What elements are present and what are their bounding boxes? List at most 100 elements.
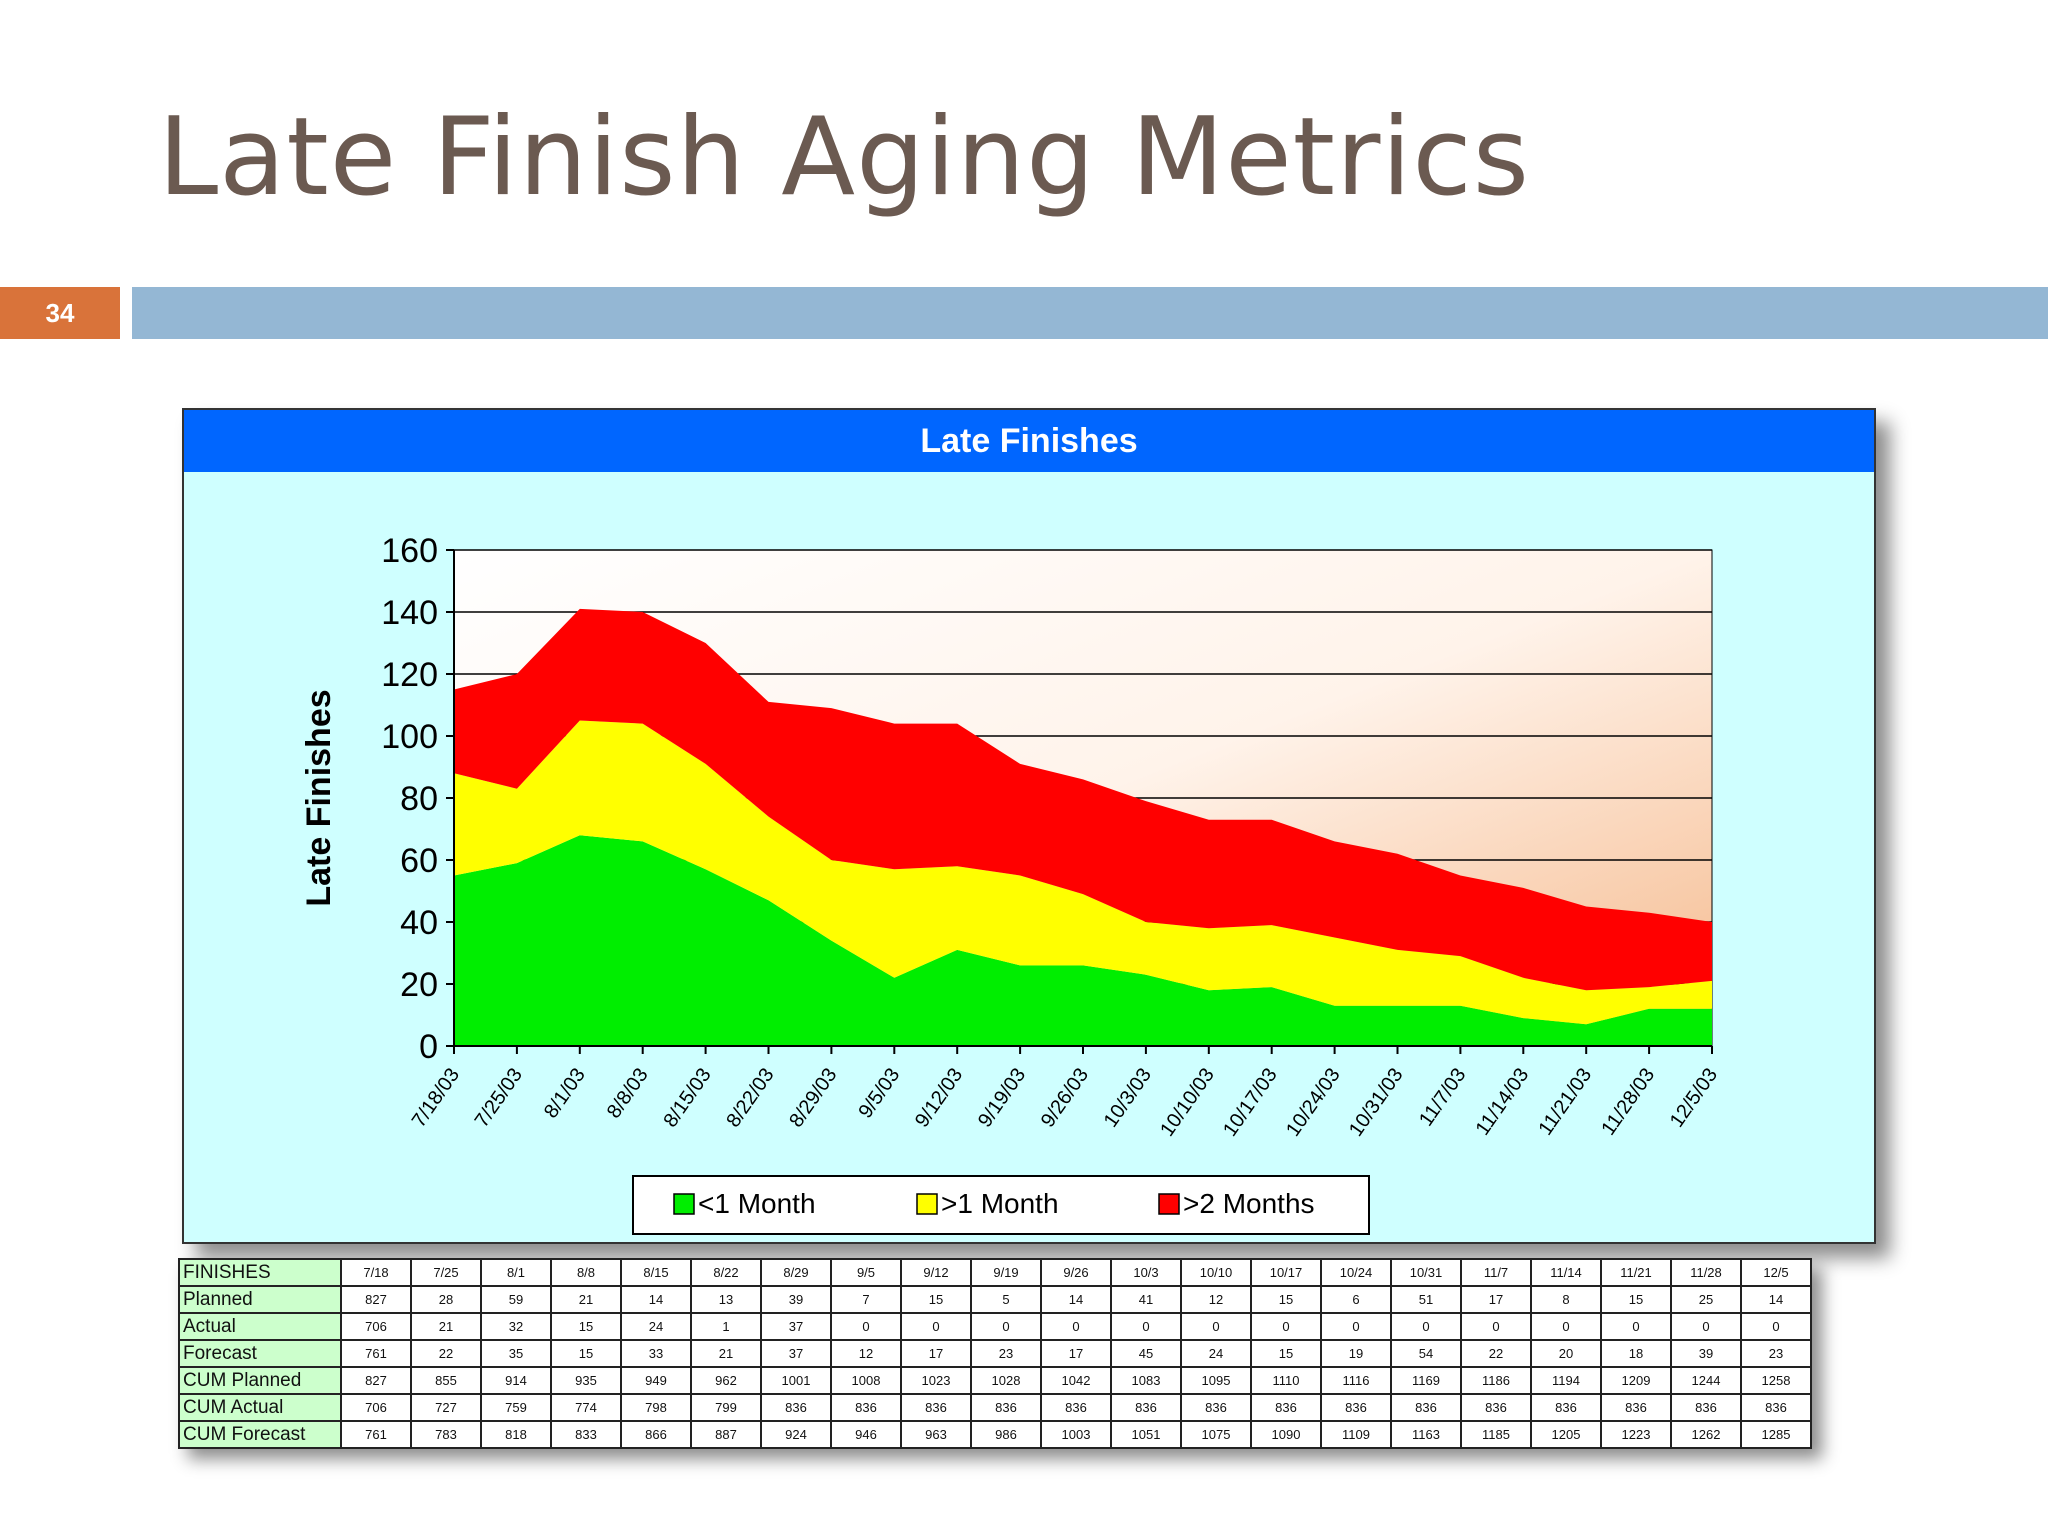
table-cell: 24 [620,1312,692,1341]
legend-label: >1 Month [941,1188,1059,1219]
table-cell: 7 [830,1285,902,1314]
table-cell: 22 [1460,1339,1532,1368]
table-row: CUM Forecast 761 783 818 833 866 887 924 946 963 9… [178,1420,1812,1449]
table-cell: 35 [480,1339,552,1368]
table-cell: 32 [480,1312,552,1341]
table-cell: 1110 [1250,1366,1322,1395]
table-column-header: 10/24 [1320,1258,1392,1287]
table-cell: 0 [1460,1312,1532,1341]
table-cell: 12 [1180,1285,1252,1314]
table-cell: 51 [1390,1285,1462,1314]
table-column-header: 7/18 [340,1258,412,1287]
table-cell: 727 [410,1393,482,1422]
legend-box [632,1175,1370,1235]
legend-label: >2 Months [1183,1188,1315,1219]
x-tick-label: 10/10/03 [1156,1064,1219,1140]
table-cell: 1244 [1670,1366,1742,1395]
table-row: Actual 706 21 32 15 24 1 37 0 0 0 0 0 0 0 0 0 0 0 0 0 0 [178,1312,1812,1341]
chart-panel: Late Finishes 0 20 40 60 80 100 120 140 160 7/18/… [182,408,1876,1244]
table-cell: 0 [830,1312,902,1341]
table-cell: 37 [760,1339,832,1368]
table-cell: 17 [1040,1339,1112,1368]
table-cell: 1205 [1530,1420,1602,1449]
table-cell: 0 [1040,1312,1112,1341]
table-cell: 25 [1670,1285,1742,1314]
y-tick-label: 0 [419,1028,438,1066]
x-tick-label: 8/22/03 [722,1064,778,1131]
finishes-data-table: FINISHES 7/18 7/25 8/1 8/8 8/15 8/22 8/29 9/5 9/1… [178,1258,1812,1449]
table-row-label: Planned [178,1285,342,1314]
late-finishes-chart: 0 20 40 60 80 100 120 140 160 7/18/03 7/25/03 8/1/0… [300,532,1722,1235]
table-cell: 15 [550,1339,622,1368]
table-cell: 17 [1460,1285,1532,1314]
table-cell: 0 [900,1312,972,1341]
table-cell: 21 [410,1312,482,1341]
table-cell: 836 [970,1393,1042,1422]
table-column-header: 8/8 [550,1258,622,1287]
table-row: Planned 827 28 59 21 14 13 39 7 15 5 14 41 12 15 6 51 17 8… [178,1285,1812,1314]
table-cell: 1001 [760,1366,832,1395]
table-cell: 0 [1390,1312,1462,1341]
table-cell: 1185 [1460,1420,1532,1449]
y-tick-label: 140 [381,594,438,632]
table-cell: 15 [1250,1285,1322,1314]
table-cell: 836 [760,1393,832,1422]
table-cell: 5 [970,1285,1042,1314]
table-cell: 0 [1320,1312,1392,1341]
table-column-header: 11/28 [1670,1258,1742,1287]
table-row-label: CUM Forecast [178,1420,342,1449]
x-tick-label: 9/19/03 [974,1064,1030,1131]
table-cell: 914 [480,1366,552,1395]
slide-number: 34 [0,287,120,339]
x-tick-label: 11/14/03 [1472,1064,1534,1139]
table-cell: 37 [760,1312,832,1341]
y-tick-label: 20 [400,966,438,1004]
y-tick-label: 60 [400,842,438,880]
slide-title: Late Finish Aging Metrics [158,95,1531,220]
table-cell: 1095 [1180,1366,1252,1395]
table-cell: 0 [1600,1312,1672,1341]
table-cell: 39 [760,1285,832,1314]
table-cell: 15 [1250,1339,1322,1368]
table-cell: 1008 [830,1366,902,1395]
table-column-header: 8/1 [480,1258,552,1287]
table-cell: 836 [1530,1393,1602,1422]
table-cell: 39 [1670,1339,1742,1368]
table-cell: 1023 [900,1366,972,1395]
x-tick-label: 7/18/03 [408,1064,464,1131]
x-tick-label: 11/21/03 [1534,1064,1596,1139]
table-cell: 833 [550,1420,622,1449]
table-column-header: 7/25 [410,1258,482,1287]
table-cell: 1109 [1320,1420,1392,1449]
table-row-label: Forecast [178,1339,342,1368]
table-column-header: 9/26 [1040,1258,1112,1287]
table-cell: 962 [690,1366,762,1395]
table-cell: 1258 [1740,1366,1812,1395]
table-cell: 1116 [1320,1366,1392,1395]
table-cell: 963 [900,1420,972,1449]
table-cell: 761 [340,1420,412,1449]
x-tick-label: 11/7/03 [1415,1064,1470,1130]
table-cell: 15 [1600,1285,1672,1314]
table-column-header: 9/5 [830,1258,902,1287]
table-cell: 924 [760,1420,832,1449]
x-tick-label: 8/15/03 [659,1064,715,1131]
table-cell: 17 [900,1339,972,1368]
table-cell: 836 [1320,1393,1392,1422]
table-row: CUM Actual 706 727 759 774 798 799 836 836 836 836… [178,1393,1812,1422]
title-divider-band [132,287,2048,339]
table-cell: 0 [970,1312,1042,1341]
table-cell: 15 [900,1285,972,1314]
table-cell: 21 [690,1339,762,1368]
table-cell: 14 [1740,1285,1812,1314]
x-tick-label: 8/29/03 [785,1064,841,1131]
table-row-label: CUM Planned [178,1366,342,1395]
table-cell: 949 [620,1366,692,1395]
table-cell: 774 [550,1393,622,1422]
table-cell: 836 [900,1393,972,1422]
x-tick-label: 7/25/03 [471,1064,527,1131]
table-cell: 759 [480,1393,552,1422]
table-cell: 22 [410,1339,482,1368]
table-cell: 1042 [1040,1366,1112,1395]
x-tick-label: 9/5/03 [854,1064,904,1122]
